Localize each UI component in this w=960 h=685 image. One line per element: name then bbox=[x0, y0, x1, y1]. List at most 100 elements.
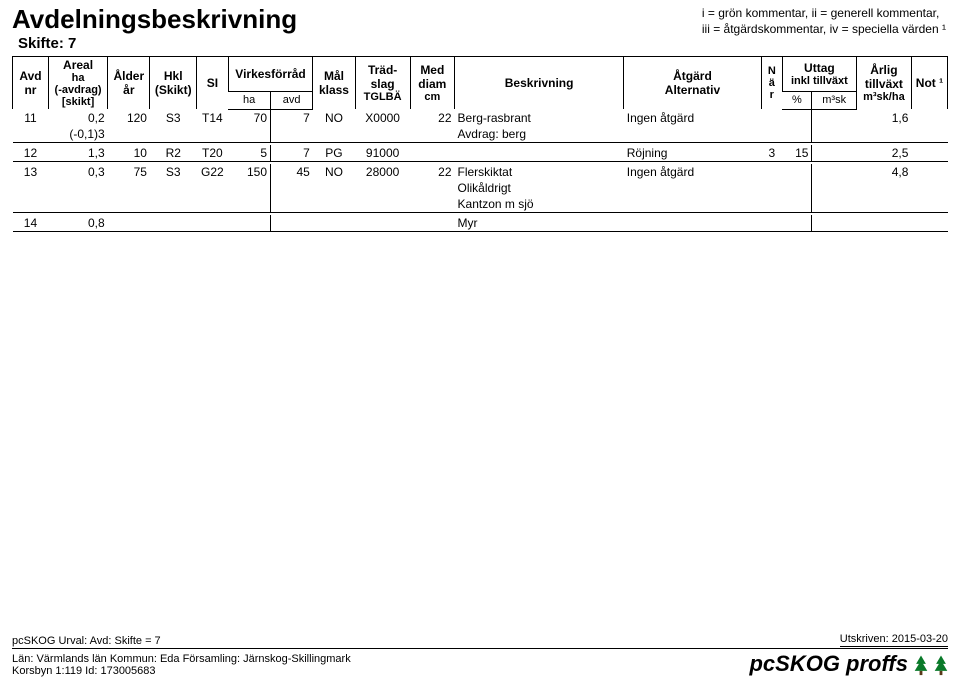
cell bbox=[624, 126, 761, 143]
col-areal-l4: [skikt] bbox=[52, 96, 104, 108]
col-areal-l3: (-avdrag) bbox=[52, 84, 104, 96]
cell bbox=[856, 215, 911, 232]
cell bbox=[313, 180, 355, 196]
cell: 11 bbox=[13, 109, 49, 126]
table-row: (-0,1)3 Avdrag: berg bbox=[13, 126, 948, 143]
table-row: 121,310R2T2057PG91000Röjning3152,5 bbox=[13, 145, 948, 162]
cell bbox=[911, 215, 947, 232]
cell bbox=[108, 196, 150, 213]
cell bbox=[911, 126, 947, 143]
cell bbox=[812, 126, 856, 143]
cell: 15 bbox=[782, 145, 812, 162]
col-avd: Avd nr bbox=[13, 57, 49, 110]
cell: S3 bbox=[150, 164, 197, 180]
cell bbox=[13, 180, 49, 196]
cell: G22 bbox=[197, 164, 229, 180]
cell: R2 bbox=[150, 145, 197, 162]
col-atgard-l1: Åtgärd bbox=[627, 69, 757, 83]
col-atgard: Åtgärd Alternativ bbox=[624, 57, 761, 110]
col-uttag: Uttag inkl tillväxt bbox=[782, 57, 856, 92]
cell: 120 bbox=[108, 109, 150, 126]
cell bbox=[48, 180, 107, 196]
col-areal: Areal ha (-avdrag) [skikt] bbox=[48, 57, 107, 110]
cell bbox=[856, 180, 911, 196]
cell bbox=[812, 164, 856, 180]
cell bbox=[624, 196, 761, 213]
col-virkes-avd: avd bbox=[271, 91, 313, 109]
cell: 2,5 bbox=[856, 145, 911, 162]
cell bbox=[782, 215, 812, 232]
cell bbox=[150, 180, 197, 196]
cell: 4,8 bbox=[856, 164, 911, 180]
legend-line-2: iii = åtgärdskommentar, iv = speciella v… bbox=[702, 22, 946, 38]
col-uttag-m3sk: m³sk bbox=[812, 91, 856, 109]
cell bbox=[856, 196, 911, 213]
brand: pcSKOG proffs bbox=[749, 651, 948, 677]
cell bbox=[761, 109, 782, 126]
cell bbox=[812, 196, 856, 213]
cell bbox=[355, 215, 410, 232]
cell bbox=[355, 180, 410, 196]
cell bbox=[911, 196, 947, 213]
cell: 0,2 bbox=[48, 109, 107, 126]
cell: (-0,1)3 bbox=[48, 126, 107, 143]
col-uttag-l1: Uttag bbox=[786, 61, 853, 75]
cell bbox=[271, 126, 313, 143]
col-trad-l2: slag bbox=[359, 77, 407, 91]
cell bbox=[761, 126, 782, 143]
col-uttag-pct: % bbox=[782, 91, 812, 109]
cell bbox=[13, 196, 49, 213]
cell bbox=[812, 180, 856, 196]
legend: i = grön kommentar, ii = generell kommen… bbox=[702, 6, 946, 37]
table-row: Olikåldrigt bbox=[13, 180, 948, 196]
cell: S3 bbox=[150, 109, 197, 126]
footer-urval: pcSKOG Urval: Avd: Skifte = 7 bbox=[12, 635, 161, 647]
col-beskrivning: Beskrivning bbox=[455, 57, 624, 110]
cell: Ingen åtgärd bbox=[624, 164, 761, 180]
cell: Röjning bbox=[624, 145, 761, 162]
footer-lan: Län: Värmlands län Kommun: Eda Församlin… bbox=[12, 653, 351, 665]
cell: 7 bbox=[271, 109, 313, 126]
cell bbox=[150, 215, 197, 232]
col-hkl: Hkl (Skikt) bbox=[150, 57, 197, 110]
cell bbox=[782, 180, 812, 196]
cell bbox=[228, 180, 270, 196]
cell: 14 bbox=[13, 215, 49, 232]
cell bbox=[410, 126, 454, 143]
col-diam-l1: Med bbox=[414, 63, 451, 77]
legend-line-1: i = grön kommentar, ii = generell kommen… bbox=[702, 6, 946, 22]
cell bbox=[782, 196, 812, 213]
cell bbox=[108, 126, 150, 143]
cell bbox=[782, 126, 812, 143]
cell: 150 bbox=[228, 164, 270, 180]
cell: 5 bbox=[228, 145, 270, 162]
col-alder-l2: år bbox=[111, 83, 146, 97]
col-virkes-ha: ha bbox=[228, 91, 270, 109]
cell bbox=[197, 180, 229, 196]
cell bbox=[624, 180, 761, 196]
cell bbox=[911, 145, 947, 162]
cell bbox=[782, 164, 812, 180]
cell: Flerskiktat bbox=[455, 164, 624, 180]
col-avd-l2: nr bbox=[16, 83, 45, 97]
col-areal-l2: ha bbox=[52, 72, 104, 84]
cell: Kantzon m sjö bbox=[455, 196, 624, 213]
cell bbox=[911, 180, 947, 196]
cell bbox=[197, 196, 229, 213]
col-mal-l1: Mål bbox=[316, 69, 351, 83]
cell: Avdrag: berg bbox=[455, 126, 624, 143]
tree-icon bbox=[934, 655, 948, 677]
col-avd-l1: Avd bbox=[16, 69, 45, 83]
page-footer: pcSKOG Urval: Avd: Skifte = 7 Utskriven:… bbox=[12, 633, 948, 677]
table-row: 130,375S3G2215045NO2800022FlerskiktatIng… bbox=[13, 164, 948, 180]
cell: 91000 bbox=[355, 145, 410, 162]
cell: T14 bbox=[197, 109, 229, 126]
col-diam: Med diam cm bbox=[410, 57, 454, 110]
data-table: Avd nr Areal ha (-avdrag) [skikt] Ålder … bbox=[12, 56, 948, 234]
cell bbox=[108, 180, 150, 196]
cell: 13 bbox=[13, 164, 49, 180]
col-diam-l2: diam bbox=[414, 77, 451, 91]
cell: Olikåldrigt bbox=[455, 180, 624, 196]
cell bbox=[228, 215, 270, 232]
cell bbox=[228, 196, 270, 213]
